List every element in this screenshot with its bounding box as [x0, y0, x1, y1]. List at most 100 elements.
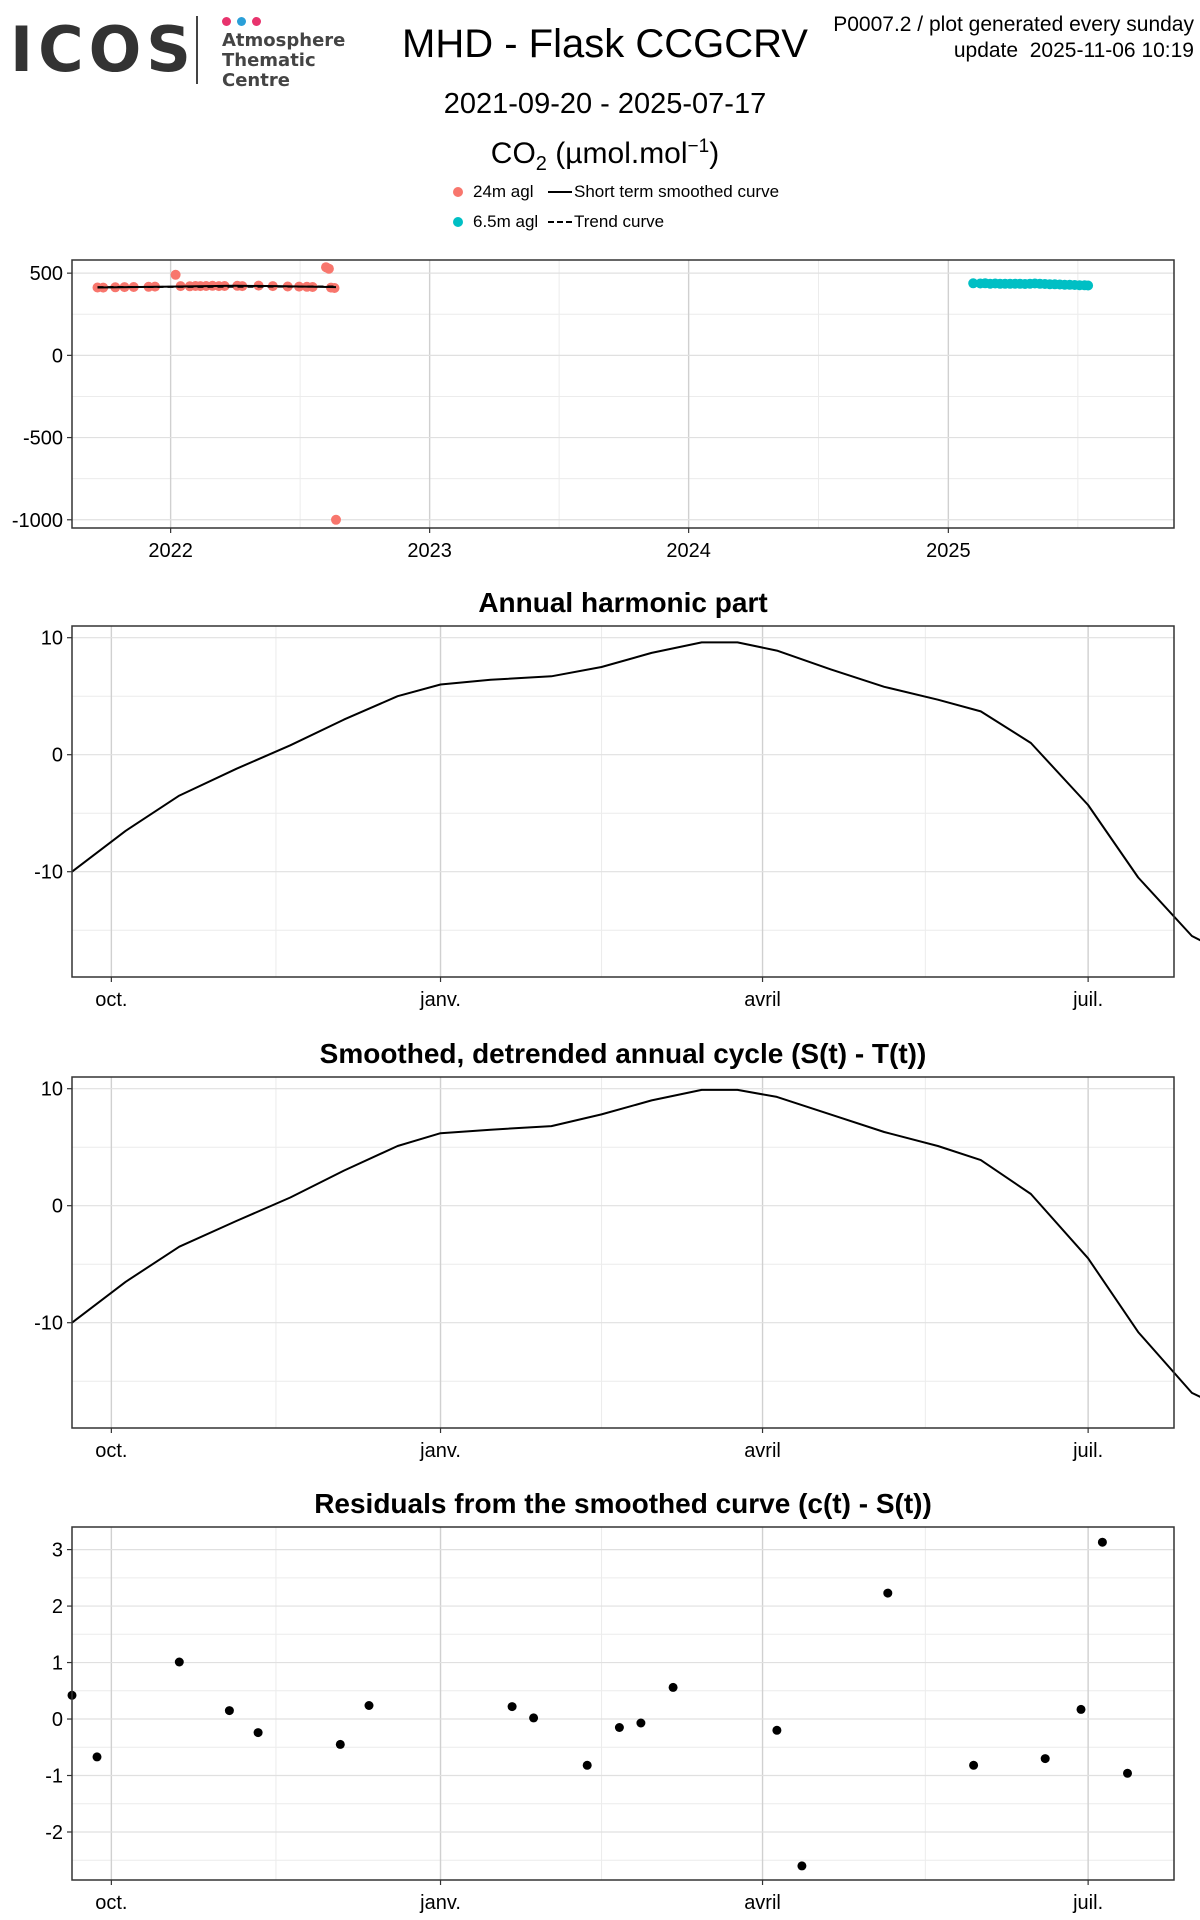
- plot-border: [71, 1076, 1175, 1429]
- unit-suffix: ): [709, 137, 720, 170]
- x-tick-label: juil.: [1072, 1892, 1103, 1914]
- species-name: CO: [490, 137, 536, 170]
- data-point: [668, 1682, 678, 1692]
- data-point: [636, 1718, 646, 1728]
- y-tick-label: 3: [52, 1540, 63, 1562]
- logo-subtitle-line-3: Centre: [222, 70, 290, 91]
- data-point: [1076, 1704, 1086, 1714]
- data-point: [224, 1706, 234, 1716]
- logo-subtitle-line-2: Thematic: [222, 50, 316, 71]
- y-tick-label: -1: [45, 1766, 63, 1788]
- data-point: [1083, 280, 1094, 291]
- x-tick-label: avril: [744, 1440, 781, 1462]
- y-tick-label: -10: [34, 862, 63, 884]
- y-tick-label: 0: [52, 1196, 63, 1218]
- logo-dot-pink-2: [252, 17, 261, 26]
- x-tick-label: avril: [744, 1892, 781, 1914]
- data-point: [92, 1752, 102, 1762]
- x-tick-label: janv.: [419, 989, 461, 1011]
- data-point: [529, 1713, 539, 1723]
- legend-label-65m: 6.5m agl: [473, 212, 539, 231]
- x-tick-label: janv.: [419, 1440, 461, 1462]
- x-tick-label: 2022: [148, 540, 193, 562]
- data-point: [335, 1739, 345, 1749]
- chart-panel-1: 2022 2023 2024 2025 500 0 -500 -1000: [12, 259, 1175, 562]
- plot-background: [72, 626, 1174, 977]
- legend-label-trend: Trend curve: [574, 212, 665, 231]
- x-tick-label: 2025: [926, 540, 971, 562]
- data-point: [364, 1701, 374, 1710]
- page-title: MHD - Flask CCGCRV: [402, 22, 808, 66]
- data-point: [331, 514, 341, 525]
- logo-wordmark: ICOS: [10, 13, 196, 86]
- x-tick-label: juil.: [1072, 989, 1103, 1011]
- legend-label-smoothed: Short term smoothed curve: [574, 182, 780, 201]
- chart-title: Residuals from the smoothed curve (c(t) …: [314, 1488, 932, 1519]
- series-line-1: [71, 1088, 1200, 1398]
- y-tick-label: 10: [41, 628, 63, 650]
- y-tick-label: -2: [45, 1822, 63, 1844]
- logo-dot-blue: [237, 17, 246, 26]
- x-tick-label: oct.: [95, 989, 127, 1011]
- series-line-3: [97, 284, 337, 289]
- y-tick-label: 0: [52, 1709, 63, 1731]
- legend-label-24m: 24m agl: [473, 182, 534, 201]
- series-line-1: [71, 641, 1200, 942]
- y-tick-label: 10: [41, 1079, 63, 1101]
- chart-panel-3: oct. janv. avril juil. 10 0 -10 Smoothed, detre…: [34, 1038, 1200, 1462]
- plot-background: [72, 260, 1174, 528]
- plot-background: [72, 1077, 1174, 1428]
- data-point: [323, 263, 334, 274]
- x-tick-label: avril: [744, 989, 781, 1011]
- data-point: [174, 1657, 184, 1667]
- logo-subtitle-line-1: Atmosphere: [222, 30, 346, 51]
- x-tick-label: oct.: [95, 1440, 127, 1462]
- legend-point-24m: [453, 187, 463, 197]
- chart-title: Annual harmonic part: [478, 587, 767, 618]
- data-point: [614, 1723, 624, 1732]
- legend-point-65m: [453, 217, 463, 227]
- x-tick-label: juil.: [1072, 1440, 1103, 1462]
- plot-border: [71, 625, 1175, 978]
- generation-note-line-2: update 2025-11-06 10:19: [953, 39, 1194, 62]
- y-tick-label: -10: [34, 1313, 63, 1335]
- plot-border: [71, 259, 1175, 529]
- logo-dot-pink: [222, 17, 231, 26]
- plot-border: [71, 1526, 1175, 1881]
- data-point: [253, 1728, 263, 1738]
- generation-note-line-1: P0007.2 / plot generated every sunday: [833, 13, 1194, 36]
- legend-line-dashed: [548, 221, 572, 223]
- unit-superscript: −1: [687, 136, 710, 157]
- data-point: [582, 1760, 592, 1770]
- x-tick-label: janv.: [419, 1892, 461, 1914]
- data-point: [883, 1588, 893, 1598]
- x-tick-label: 2023: [407, 540, 452, 562]
- y-tick-label: 1: [52, 1653, 63, 1675]
- legend-line-solid: [548, 191, 572, 193]
- logo-divider: [196, 16, 198, 84]
- data-point: [1097, 1537, 1107, 1547]
- data-point: [797, 1861, 807, 1871]
- y-tick-label: -1000: [12, 510, 63, 532]
- plot-background: [72, 1527, 1174, 1880]
- date-range: 2021-09-20 - 2025-07-17: [443, 88, 767, 120]
- data-point: [507, 1702, 517, 1712]
- generation-note: P0007.2 / plot generated every sunday upd…: [833, 12, 1194, 64]
- species-label: CO2 (µmol.mol−1): [370, 136, 840, 176]
- x-tick-label: oct.: [95, 1892, 127, 1914]
- data-point: [969, 1760, 979, 1770]
- y-tick-label: 0: [52, 745, 63, 767]
- icos-logo: ICOS Atmosphere Thematic Centre: [10, 13, 345, 94]
- chart-panel-2: oct. janv. avril juil. 10 0 -10 Annual harmonic…: [34, 587, 1200, 1011]
- y-tick-label: 0: [52, 345, 63, 367]
- species-subscript: 2: [535, 153, 547, 175]
- y-tick-label: 500: [30, 263, 63, 285]
- data-point: [1123, 1768, 1132, 1778]
- data-point: [772, 1725, 782, 1735]
- unit-prefix: (µmol.mol: [546, 137, 688, 170]
- y-tick-label: -500: [23, 428, 63, 450]
- data-point: [968, 278, 979, 289]
- y-tick-label: 2: [52, 1596, 63, 1618]
- x-tick-label: 2024: [666, 540, 711, 562]
